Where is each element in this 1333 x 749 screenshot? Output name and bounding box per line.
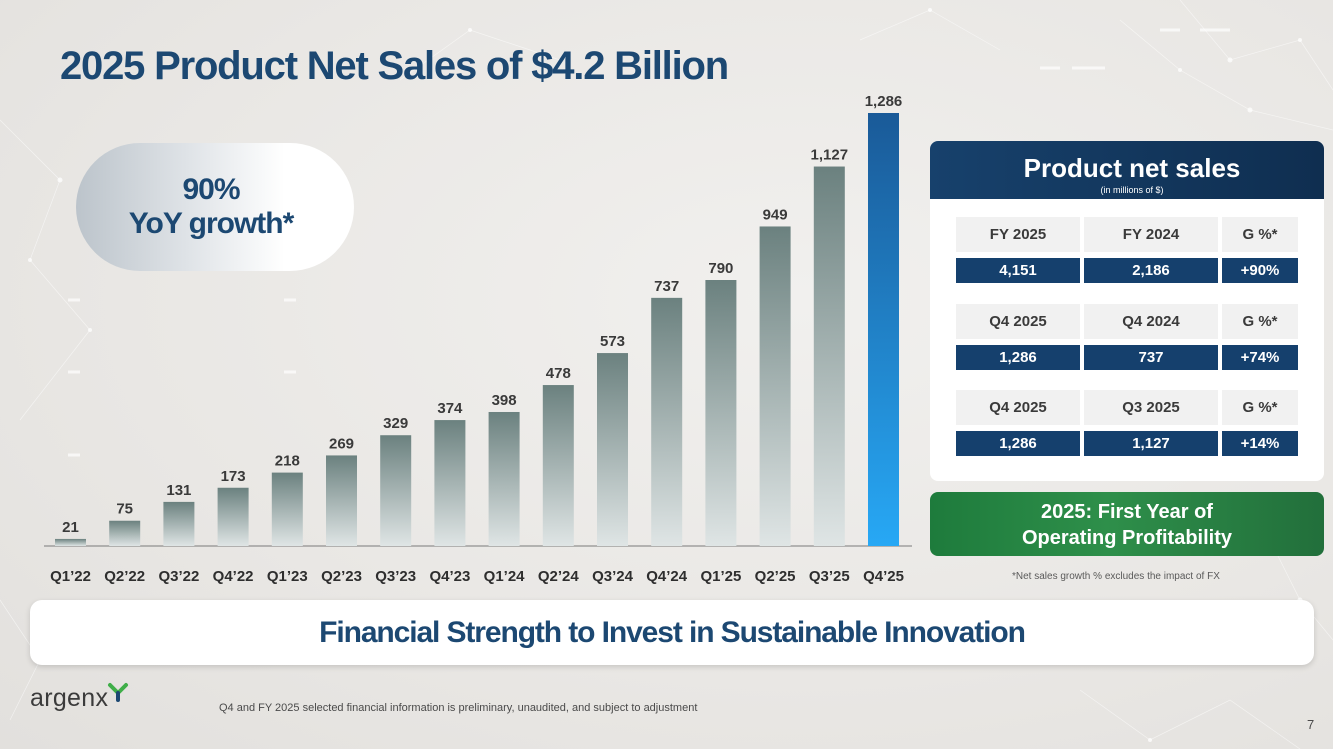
table-value: 4,151 [956, 258, 1080, 283]
product-net-sales-panel: Product net sales (in millions of $) FY … [930, 141, 1324, 481]
bar-8 [488, 411, 520, 546]
table-header: Q4 2025 [956, 304, 1080, 339]
panel-subtitle: (in millions of $) [1100, 185, 1164, 195]
category-label-15: Q4’25 [863, 568, 904, 585]
bar-value-label-5: 269 [329, 435, 354, 452]
bar-value-label-8: 398 [492, 392, 517, 409]
profitability-banner: 2025: First Year of Operating Profitabil… [930, 492, 1324, 556]
bar-value-label-6: 329 [383, 415, 408, 432]
category-label-2: Q3’22 [158, 568, 199, 585]
bar-value-label-7: 374 [437, 400, 463, 417]
bar-3 [217, 487, 249, 546]
bar-value-label-10: 573 [600, 333, 625, 350]
bar-10 [597, 353, 628, 546]
table-value: +74% [1222, 345, 1298, 370]
table-value: 1,286 [956, 345, 1080, 370]
table-header: Q4 2024 [1084, 304, 1218, 339]
table-header: G %* [1222, 217, 1298, 252]
logo-text: argenx [30, 684, 109, 712]
profitability-line-1: 2025: First Year of [1041, 501, 1213, 523]
bar-9 [542, 385, 574, 546]
bar-12 [705, 280, 737, 546]
growth-badge: 90% YoY growth* [76, 143, 354, 271]
bar-value-label-9: 478 [546, 365, 571, 382]
panel-title: Product net sales [1023, 153, 1241, 183]
page-number: 7 [1307, 717, 1315, 732]
q4-yoy-comparison-table: Q4 2025 Q4 2024 G %* 1,286 737 +74% [956, 304, 1298, 370]
table-value: 1,127 [1084, 431, 1218, 456]
table-header: FY 2024 [1084, 217, 1218, 252]
category-label-9: Q2’24 [538, 568, 580, 585]
bar-1 [109, 520, 141, 546]
table-header: Q3 2025 [1084, 390, 1218, 425]
argenx-logo: argenx [30, 683, 129, 713]
table-header: G %* [1222, 390, 1298, 425]
category-label-0: Q1’22 [50, 568, 91, 585]
fx-footnote: *Net sales growth % excludes the impact … [1012, 571, 1220, 582]
fy-comparison-table: FY 2025 FY 2024 G %* 4,151 2,186 +90% [956, 217, 1298, 283]
growth-percent: 90% [182, 173, 240, 207]
bar-11 [651, 297, 683, 546]
category-label-10: Q3’24 [592, 568, 634, 585]
bar-value-label-14: 1,127 [811, 147, 849, 164]
bar-value-label-11: 737 [654, 278, 679, 295]
logo-mark-icon [108, 683, 129, 702]
category-label-6: Q3’23 [375, 568, 416, 585]
category-label-14: Q3’25 [809, 568, 850, 585]
table-header: Q4 2025 [956, 390, 1080, 425]
bar-13 [759, 226, 791, 546]
category-label-3: Q4’22 [213, 568, 254, 585]
bar-14 [813, 166, 845, 546]
profitability-line-2: Operating Profitability [1021, 527, 1233, 549]
bar-2 [163, 501, 195, 546]
category-label-7: Q4’23 [429, 568, 470, 585]
bar-value-label-2: 131 [166, 482, 191, 499]
bar-value-label-12: 790 [708, 260, 733, 277]
table-value: 1,286 [956, 431, 1080, 456]
table-value: 2,186 [1084, 258, 1218, 283]
growth-label: YoY growth* [128, 207, 295, 240]
bar-5 [326, 455, 357, 546]
bar-6 [380, 435, 412, 546]
panel-header: Product net sales (in millions of $) [930, 141, 1324, 199]
bar-value-label-15: 1,286 [865, 93, 903, 110]
category-label-4: Q1’23 [267, 568, 308, 585]
bar-0 [55, 538, 86, 546]
bar-4 [271, 472, 303, 546]
bar-value-label-1: 75 [116, 501, 133, 518]
bar-value-label-0: 21 [62, 519, 79, 536]
q4-qoq-comparison-table: Q4 2025 Q3 2025 G %* 1,286 1,127 +14% [956, 390, 1298, 456]
table-value: +90% [1222, 258, 1298, 283]
category-label-11: Q4’24 [646, 568, 688, 585]
bar-value-label-3: 173 [221, 468, 246, 485]
table-header: FY 2025 [956, 217, 1080, 252]
table-value: 737 [1084, 345, 1218, 370]
bar-7 [434, 420, 466, 546]
category-label-1: Q2’22 [104, 568, 145, 585]
table-value: +14% [1222, 431, 1298, 456]
bar-value-label-4: 218 [275, 453, 300, 470]
financial-strength-banner: Financial Strength to Invest in Sustaina… [30, 600, 1314, 665]
disclaimer-text: Q4 and FY 2025 selected financial inform… [219, 702, 698, 714]
bar-15 [868, 113, 899, 546]
category-label-8: Q1’24 [484, 568, 526, 585]
category-label-13: Q2’25 [755, 568, 796, 585]
category-label-5: Q2’23 [321, 568, 362, 585]
slide-title: 2025 Product Net Sales of $4.2 Billion [60, 44, 729, 88]
category-label-12: Q1’25 [700, 568, 741, 585]
bar-value-label-13: 949 [763, 206, 788, 223]
table-header: G %* [1222, 304, 1298, 339]
